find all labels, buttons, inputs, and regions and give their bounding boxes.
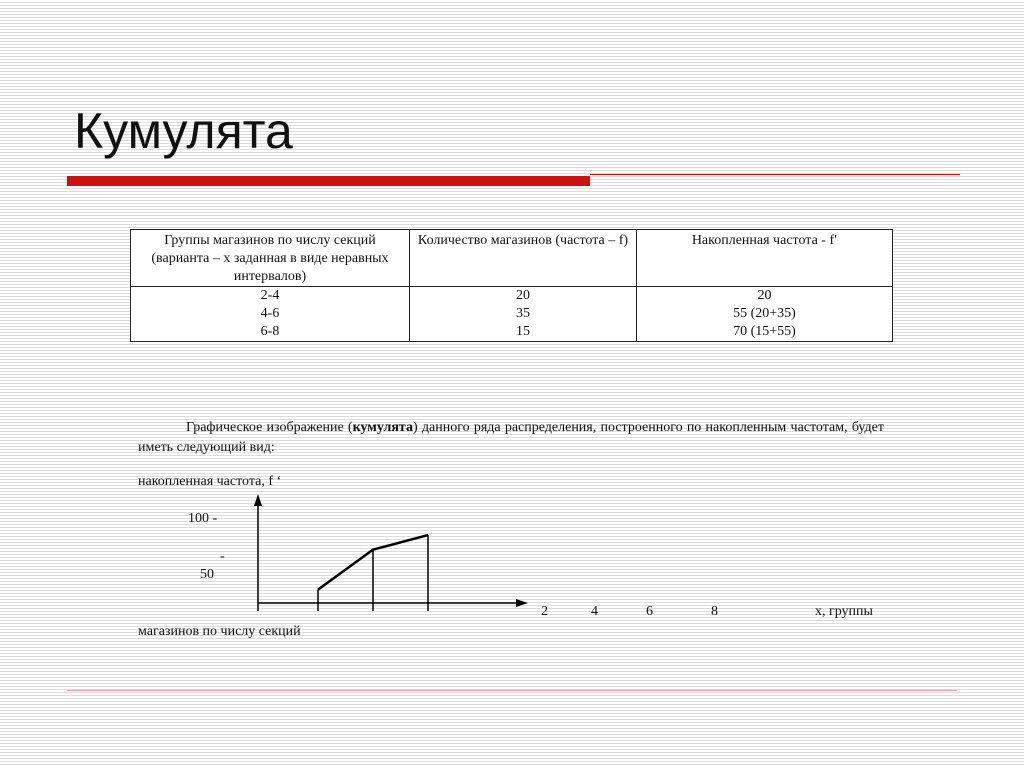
- para-text: Графическое изображение (: [186, 420, 353, 435]
- header-count: Количество магазинов (частота – f): [409, 229, 637, 287]
- header-groups: Группы магазинов по числу секций (вариан…: [130, 229, 410, 287]
- cell: 55 (20+35): [636, 305, 893, 323]
- table-row: 4-6 35 55 (20+35): [130, 305, 893, 323]
- x-tick: 6: [646, 604, 653, 619]
- x-tick: 2: [541, 604, 548, 619]
- cell: 15: [409, 323, 637, 342]
- cell: 20: [636, 286, 893, 305]
- header-cumulative: Накопленная частота - f′: [636, 229, 893, 287]
- y-tick-100: 100 -: [188, 511, 218, 526]
- table-row: 2-4 20 20: [130, 286, 893, 305]
- y-tick-mid: -: [220, 549, 225, 564]
- para-text: ) данного ряда распределения, построенно…: [138, 420, 885, 455]
- title-underline-bar: [67, 176, 590, 186]
- x-axis-label-cont: магазинов по числу секций: [138, 624, 301, 639]
- cell: 20: [409, 286, 637, 305]
- cell: 70 (15+55): [636, 323, 893, 342]
- y-axis-arrow-icon: [254, 494, 262, 506]
- x-axis-arrow-icon: [516, 599, 528, 607]
- cumulative-line: [317, 533, 429, 591]
- slide-title: Кумулята: [74, 103, 293, 159]
- x-tick: 8: [711, 604, 718, 619]
- table-row: 6-8 15 70 (15+55): [130, 323, 893, 342]
- cell: 6-8: [130, 323, 410, 342]
- footer-line: [67, 690, 957, 691]
- y-tick-50: 50: [200, 567, 214, 582]
- cell: 2-4: [130, 286, 410, 305]
- title-underline-line: [590, 174, 960, 175]
- y-axis-label: накопленная частота, f ‘: [138, 474, 282, 489]
- x-axis-label: x, группы: [815, 604, 873, 619]
- para-bold: кумулята: [352, 420, 413, 435]
- frequency-table: Группы магазинов по числу секций (вариан…: [130, 229, 893, 342]
- description-paragraph: Графическое изображение (кумулята) данно…: [138, 418, 884, 458]
- x-tick: 4: [591, 604, 598, 619]
- table-header-row: Группы магазинов по числу секций (вариан…: [130, 229, 893, 287]
